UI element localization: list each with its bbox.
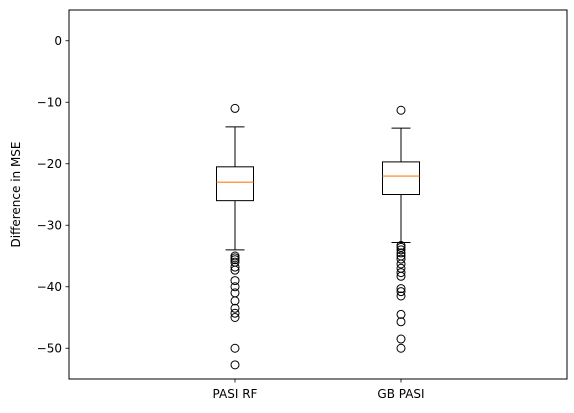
box-0 <box>216 103 254 370</box>
outlier-point <box>396 242 406 252</box>
plot-content <box>216 103 420 370</box>
outlier-point <box>230 360 240 370</box>
outlier-point <box>396 254 406 264</box>
outlier-point <box>396 259 406 269</box>
axes-frame <box>68 9 568 380</box>
x-tick-label: GB PASI <box>377 387 424 401</box>
outlier-point <box>230 313 240 322</box>
outlier-point <box>396 309 406 319</box>
outlier-point <box>230 262 240 272</box>
outlier-point <box>230 265 240 275</box>
y-axis: 0 −10 −20 −30 −40 −50 <box>37 34 69 355</box>
y-tick-label: −20 <box>37 157 62 171</box>
outlier-point <box>230 308 240 318</box>
outlier-point <box>396 343 406 353</box>
outlier-point <box>230 276 240 286</box>
outlier-point <box>230 303 240 313</box>
y-tick-label: −30 <box>37 218 62 232</box>
outlier-point <box>230 296 240 306</box>
outlier-point <box>396 248 406 258</box>
y-tick-label: −40 <box>37 280 62 294</box>
outlier-point <box>396 317 406 327</box>
outlier-point <box>396 334 406 344</box>
outlier-point <box>230 343 240 353</box>
outlier-point <box>396 284 406 294</box>
y-tick-label: 0 <box>54 34 62 48</box>
outlier-point <box>396 271 406 281</box>
y-axis-label: Difference in MSE <box>9 142 23 248</box>
box-iqr <box>382 161 420 195</box>
y-tick-label: −10 <box>37 95 62 109</box>
outlier-point <box>396 287 406 297</box>
x-axis: PASI RF GB PASI <box>213 379 425 401</box>
outlier-point <box>230 282 240 292</box>
outlier-point <box>230 255 240 265</box>
outlier-point <box>230 103 240 113</box>
box-1 <box>382 105 420 353</box>
outlier-point <box>396 291 406 301</box>
outlier-point <box>396 245 406 255</box>
outlier-point <box>396 268 406 278</box>
y-tick-label: −50 <box>37 341 62 355</box>
box-iqr <box>216 166 254 202</box>
outlier-point <box>396 105 406 115</box>
x-tick-label: PASI RF <box>213 387 258 401</box>
